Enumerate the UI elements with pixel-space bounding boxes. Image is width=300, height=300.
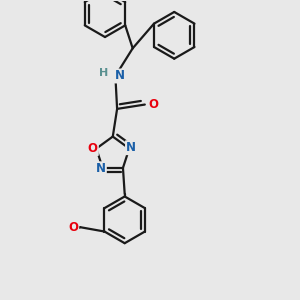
- Text: N: N: [115, 70, 125, 83]
- Text: O: O: [148, 98, 158, 111]
- Text: O: O: [68, 221, 78, 234]
- Text: O: O: [88, 142, 98, 155]
- Text: N: N: [126, 141, 136, 154]
- Text: N: N: [96, 162, 106, 175]
- Text: H: H: [99, 68, 108, 78]
